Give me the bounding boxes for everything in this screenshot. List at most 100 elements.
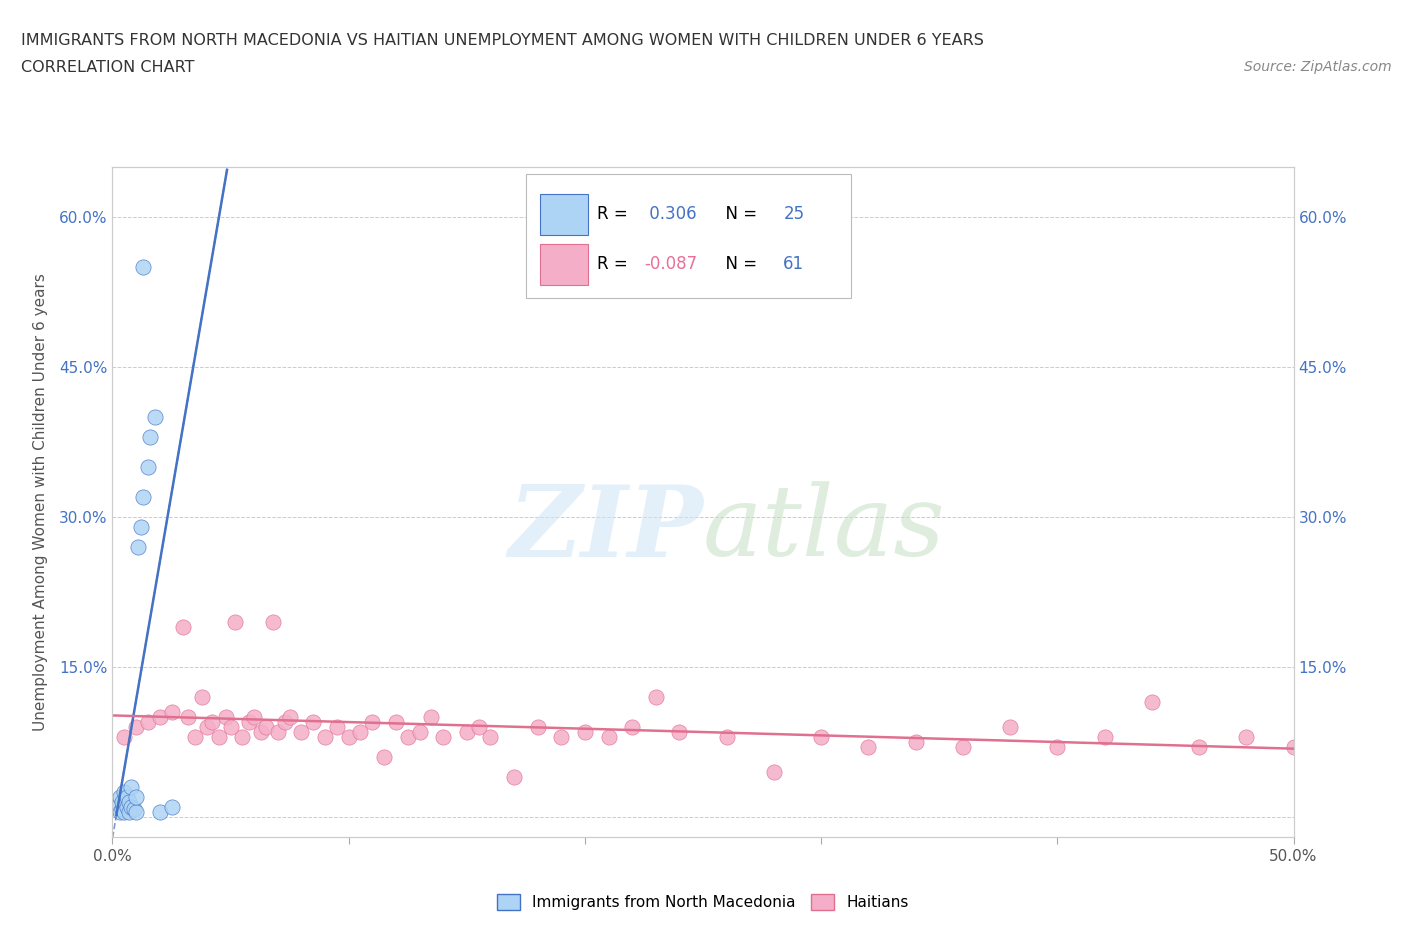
Point [550,730,572,745]
Point [361,714,384,729]
Point [132,490,155,505]
Point [262,615,284,630]
Point [238,714,260,729]
FancyBboxPatch shape [540,193,589,234]
Point [160,800,183,815]
Point [467,720,489,735]
Point [115,800,138,815]
Point [231,730,253,745]
Point [274,714,297,729]
Text: Source: ZipAtlas.com: Source: ZipAtlas.com [1244,60,1392,74]
Point [396,730,419,745]
Point [149,804,172,819]
Point [254,720,277,735]
Point [172,619,194,634]
Point [125,720,148,735]
Point [349,724,371,739]
Text: -0.087: -0.087 [644,256,697,273]
Point [132,259,155,274]
Text: atlas: atlas [703,482,946,577]
Point [574,724,596,739]
Point [598,730,620,745]
Point [1046,739,1069,754]
Point [112,804,135,819]
Point [215,710,238,724]
Point [122,802,145,817]
Point [195,720,218,735]
Text: ZIP: ZIP [508,481,703,578]
Point [1188,739,1211,754]
Point [139,430,162,445]
Point [290,724,312,739]
Point [120,779,142,794]
Text: 61: 61 [783,256,804,273]
Text: CORRELATION CHART: CORRELATION CHART [21,60,194,75]
Point [127,539,149,554]
Y-axis label: Unemployment Among Women with Children Under 6 years: Unemployment Among Women with Children U… [32,273,48,731]
Point [136,459,159,474]
Point [118,794,141,809]
Text: IMMIGRANTS FROM NORTH MACEDONIA VS HAITIAN UNEMPLOYMENT AMONG WOMEN WITH CHILDRE: IMMIGRANTS FROM NORTH MACEDONIA VS HAITI… [21,33,984,47]
Point [1282,739,1305,754]
Point [250,724,273,739]
Text: R =: R = [596,206,633,223]
Legend: Immigrants from North Macedonia, Haitians: Immigrants from North Macedonia, Haitian… [491,888,915,916]
Point [810,730,832,745]
Point [998,720,1021,735]
Point [208,730,231,745]
Point [1234,730,1257,745]
Point [858,739,880,754]
Text: 25: 25 [783,206,804,223]
Point [432,730,454,745]
Point [408,724,430,739]
Text: 0.306: 0.306 [644,206,696,223]
Point [385,714,408,729]
Point [105,800,128,815]
Point [224,615,246,630]
Point [456,724,478,739]
Point [108,790,131,804]
Point [125,804,148,819]
Point [120,800,142,815]
Point [1094,730,1116,745]
Point [762,764,785,779]
FancyBboxPatch shape [540,244,589,285]
Point [111,802,134,817]
Point [177,710,200,724]
Point [621,720,644,735]
Point [420,710,443,724]
Point [503,770,526,785]
Point [337,730,360,745]
FancyBboxPatch shape [526,174,851,298]
Point [644,690,666,705]
Point [904,735,927,750]
Text: R =: R = [596,256,633,273]
Text: N =: N = [714,206,762,223]
Point [716,730,738,745]
Point [326,720,349,735]
Point [108,804,131,819]
Point [160,705,183,720]
Point [149,710,172,724]
Point [184,730,207,745]
Point [479,730,502,745]
Point [952,739,974,754]
Point [526,720,548,735]
Point [1140,695,1163,710]
Point [243,710,266,724]
Point [136,714,159,729]
Point [118,804,141,819]
Point [302,714,325,729]
Point [668,724,690,739]
Point [278,710,301,724]
Point [191,690,214,705]
Point [143,410,166,425]
Point [112,785,135,800]
Text: N =: N = [714,256,762,273]
Point [219,720,242,735]
Point [201,714,224,729]
Point [129,520,152,535]
Point [373,750,395,764]
Point [115,790,138,804]
Point [112,730,135,745]
